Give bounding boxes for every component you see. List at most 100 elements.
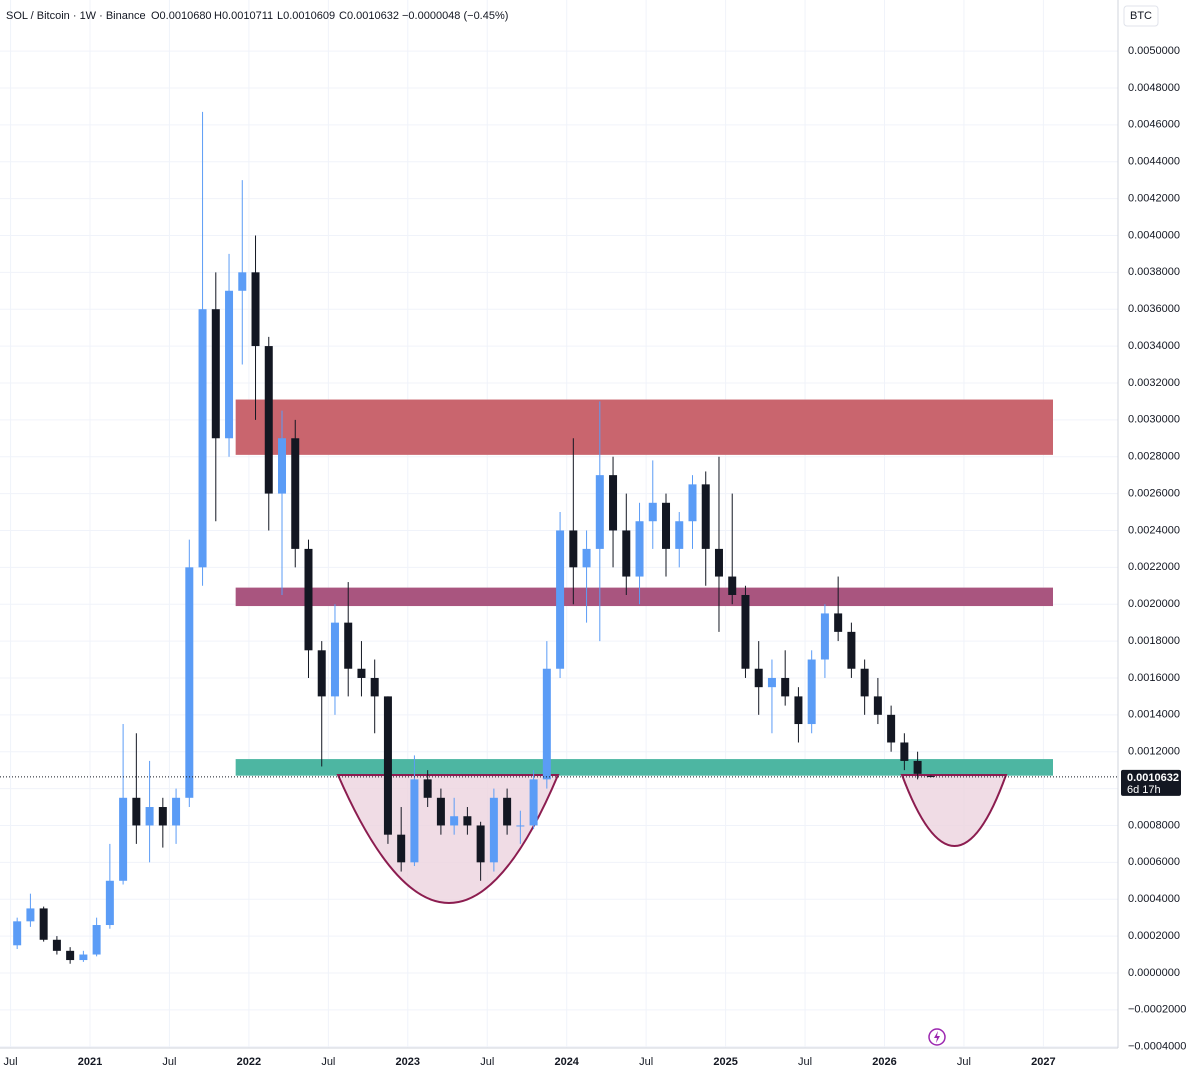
candle-body — [701, 484, 710, 549]
x-tick-label: 2026 — [872, 1056, 896, 1068]
candle-body — [714, 548, 723, 577]
y-tick-label: 0.0006000 — [1128, 856, 1180, 868]
candle-body — [873, 696, 882, 715]
candle-body — [291, 438, 300, 549]
candle-body — [556, 530, 565, 669]
candle-body — [503, 797, 512, 826]
candle-body — [52, 939, 61, 951]
candle-body — [26, 908, 35, 922]
x-tick-label: 2022 — [237, 1056, 261, 1068]
x-tick-label: Jul — [162, 1056, 176, 1068]
candle-body — [794, 696, 803, 725]
y-tick-label: 0.0012000 — [1128, 746, 1180, 758]
candle-body — [423, 779, 432, 798]
x-tick-label: Jul — [957, 1056, 971, 1068]
currency-box[interactable] — [1123, 5, 1159, 27]
y-tick-label: −0.0004000 — [1128, 1041, 1186, 1053]
y-tick-label: 0.0050000 — [1128, 45, 1180, 57]
candle-body — [158, 807, 167, 826]
y-tick-label: 0.0030000 — [1128, 414, 1180, 426]
candle-body — [251, 272, 260, 347]
candle-body — [238, 272, 247, 291]
candle-body — [79, 954, 88, 961]
x-tick-label: Jul — [480, 1056, 494, 1068]
candle-body — [463, 816, 472, 826]
y-tick-label: 0.0016000 — [1128, 672, 1180, 684]
candle-body — [741, 594, 750, 669]
candle-body — [542, 668, 551, 780]
zones — [235, 399, 1054, 776]
y-tick-label: 0.0020000 — [1128, 598, 1180, 610]
y-tick-label: 0.0034000 — [1128, 340, 1180, 352]
candle-body — [92, 925, 101, 955]
x-tick-label: Jul — [4, 1056, 18, 1068]
candle-body — [225, 290, 234, 439]
y-tick-label: 0.0024000 — [1128, 524, 1180, 536]
candle-body — [66, 950, 75, 961]
candle-body — [529, 779, 538, 826]
last-price-label: 0.0010632 — [1127, 772, 1179, 784]
lightning-glyph — [934, 1031, 940, 1043]
candle-body — [516, 825, 525, 827]
candle-body — [185, 567, 194, 798]
y-tick-label: 0.0014000 — [1128, 709, 1180, 721]
candle-body — [278, 438, 287, 494]
candle-body — [436, 797, 445, 826]
candle-body — [595, 475, 604, 549]
candle-body — [648, 502, 657, 522]
candle-body — [119, 797, 128, 881]
candle-body — [622, 530, 631, 577]
candle-body — [489, 797, 498, 863]
y-tick-label: 0.0048000 — [1128, 82, 1180, 94]
y-tick-label: 0.0032000 — [1128, 377, 1180, 389]
candle-body — [635, 521, 644, 577]
ohlc-low: L0.0010609 — [277, 10, 335, 22]
x-tick-label: Jul — [321, 1056, 335, 1068]
candle-body — [211, 309, 220, 439]
currency: BTC — [1130, 10, 1152, 22]
candle-body — [582, 548, 591, 568]
candle-body — [688, 484, 697, 522]
candle-body — [820, 613, 829, 660]
candle-body — [569, 530, 578, 568]
x-tick-label: 2024 — [554, 1056, 579, 1068]
ohlc-high: H0.0010711 — [214, 10, 273, 22]
candle-body — [145, 807, 154, 826]
candle-body — [105, 880, 114, 926]
candle-body — [662, 502, 671, 549]
y-tick-label: 0.0036000 — [1128, 303, 1180, 315]
x-tick-label: Jul — [798, 1056, 812, 1068]
y-tick-label: 0.0018000 — [1128, 635, 1180, 647]
candle-body — [330, 622, 339, 697]
ohlc-change: −0.0000048 (−0.45%) — [402, 10, 508, 22]
y-tick-label: 0.0042000 — [1128, 192, 1180, 204]
candle-body — [370, 677, 379, 697]
candle-body — [728, 576, 737, 595]
cup-drawing — [900, 774, 1008, 847]
candle-body — [410, 779, 419, 863]
last-price-box — [1121, 769, 1181, 796]
price-axis — [1118, 0, 1200, 1048]
y-tick-label: 0.0008000 — [1128, 819, 1180, 831]
y-tick-label: −0.0002000 — [1128, 1004, 1186, 1016]
ohlc-close: C0.0010632 — [339, 10, 399, 22]
y-tick-label: 0.0040000 — [1128, 229, 1180, 241]
time-axis — [0, 1048, 1200, 1077]
candle-body — [834, 613, 843, 632]
candle-body — [317, 650, 326, 697]
candle-body — [860, 668, 869, 697]
ohlc-open: O0.0010680 — [151, 10, 212, 22]
candle-body — [198, 309, 207, 568]
y-tick-label: 0.0004000 — [1128, 893, 1180, 905]
y-tick-label: 0.0000000 — [1128, 967, 1180, 979]
y-tick-label: 0.0046000 — [1128, 119, 1180, 131]
y-tick-label: 0.0038000 — [1128, 266, 1180, 278]
candle-body — [609, 475, 618, 531]
candle-body — [476, 825, 485, 863]
candle-body — [450, 816, 459, 826]
candle-body — [767, 677, 776, 688]
lightning-icon[interactable] — [928, 1028, 946, 1046]
candle-body — [397, 834, 406, 863]
x-tick-label: 2021 — [78, 1056, 102, 1068]
